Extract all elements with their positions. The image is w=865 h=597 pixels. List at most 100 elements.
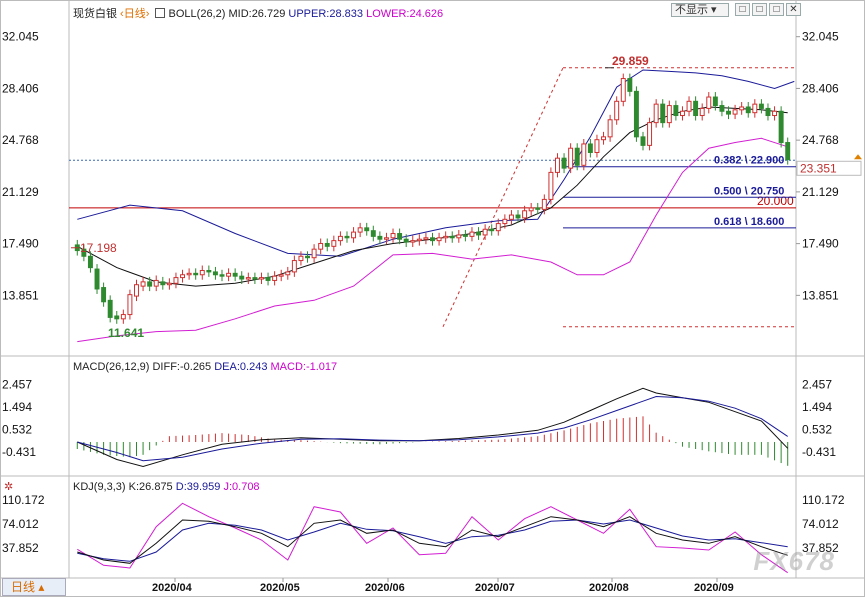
candle-body bbox=[153, 279, 159, 287]
close-icon[interactable]: ✕ bbox=[786, 3, 801, 16]
main-right-tick-label: 28.406 bbox=[802, 81, 839, 95]
x-axis-date-label: 2020/09 bbox=[694, 582, 734, 594]
macd-left-tick-label: 1.494 bbox=[2, 400, 32, 414]
boll-upper: UPPER:28.833 bbox=[288, 8, 364, 20]
candle-body bbox=[252, 277, 258, 280]
last-price-label: 23.351 bbox=[800, 161, 837, 175]
candle-body bbox=[752, 103, 758, 114]
show-toggle-dropdown[interactable]: 不显示 ▾ bbox=[671, 3, 729, 17]
window-button-1[interactable]: □ bbox=[735, 3, 750, 16]
x-axis-date-label: 2020/07 bbox=[475, 582, 515, 594]
candle-body bbox=[515, 214, 521, 219]
candle-body bbox=[311, 248, 317, 259]
candle-body bbox=[140, 281, 146, 287]
kdj-k-line bbox=[77, 516, 788, 564]
macd-right-tick-label: -0.431 bbox=[802, 445, 836, 459]
main-right-tick-label: 21.129 bbox=[802, 185, 839, 199]
candle-body bbox=[489, 228, 495, 232]
candle-body bbox=[581, 143, 587, 166]
fib-label: 0.618 \ 18.600 bbox=[714, 216, 784, 228]
candle-body bbox=[245, 277, 251, 280]
candle-body bbox=[555, 157, 560, 173]
show-toggle-label: 不显示 bbox=[675, 4, 708, 16]
fib-label: 0.382 \ 22.900 bbox=[714, 155, 784, 167]
candle-body bbox=[739, 106, 745, 111]
macd-left-tick-label: -0.431 bbox=[2, 445, 36, 459]
candle-body bbox=[199, 269, 205, 276]
candle-body bbox=[318, 242, 324, 250]
macd-value: MACD:-1.017 bbox=[270, 361, 338, 373]
main-left-tick-label: 17.490 bbox=[2, 237, 39, 251]
macd-right-tick-label: 1.494 bbox=[802, 400, 832, 414]
symbol-name: 现货白银 bbox=[73, 8, 117, 20]
watermark-logo: FX678 bbox=[753, 546, 835, 576]
high-label: 29.859 bbox=[612, 54, 649, 68]
macd-diff-line bbox=[77, 387, 789, 468]
candle-body bbox=[186, 272, 192, 276]
candle-body bbox=[568, 147, 574, 169]
candle-body bbox=[166, 282, 172, 286]
candle-body bbox=[732, 109, 738, 115]
candle-body bbox=[423, 237, 429, 240]
main-panel-header: 现货白银 ‹日线› BOLL(26,2) MID:26.729 UPPER:28… bbox=[73, 8, 444, 20]
kdj-settings-icon[interactable]: ✲ bbox=[4, 481, 14, 493]
macd-right-tick-label: 0.532 bbox=[802, 423, 832, 437]
candle-body bbox=[272, 275, 278, 281]
candle-body bbox=[456, 234, 462, 239]
main-left-tick-label: 28.406 bbox=[2, 81, 39, 95]
candle-body bbox=[285, 271, 291, 276]
main-left-tick-label: 32.045 bbox=[2, 30, 39, 44]
candle-body bbox=[357, 227, 363, 233]
candle-body bbox=[495, 223, 501, 232]
candle-body bbox=[298, 255, 304, 262]
indicator-menu-icon[interactable] bbox=[155, 8, 166, 18]
period-selector-label: 日线 bbox=[11, 580, 36, 594]
window-button-3[interactable]: □ bbox=[769, 3, 784, 16]
period-selector-button[interactable]: 日线 ▴ bbox=[2, 578, 66, 596]
candle-body bbox=[127, 294, 133, 316]
kdj-left-tick-label: 110.172 bbox=[2, 493, 45, 507]
candle-body bbox=[620, 78, 626, 102]
kdj-right-tick-label: 110.172 bbox=[802, 493, 845, 507]
boll-lower-line bbox=[77, 137, 788, 343]
window-button-2[interactable]: □ bbox=[752, 3, 767, 16]
kdj-title: KDJ(9,3,3) bbox=[73, 481, 126, 493]
candle-body bbox=[706, 96, 712, 109]
macd-panel-header: MACD(26,12,9) DIFF:-0.265 DEA:0.243 MACD… bbox=[73, 361, 337, 373]
kdj-left-tick-label: 37.852 bbox=[2, 541, 39, 555]
macd-left-tick-label: 2.457 bbox=[2, 378, 32, 392]
macd-diff: DIFF:-0.265 bbox=[152, 361, 212, 373]
candle-body bbox=[383, 237, 389, 240]
candle-body bbox=[502, 218, 508, 225]
candle-body bbox=[265, 277, 271, 281]
candle-body bbox=[364, 227, 370, 232]
candle-body bbox=[430, 237, 435, 242]
candle-body bbox=[147, 281, 153, 287]
candle-body bbox=[673, 105, 679, 117]
candle-body bbox=[462, 234, 468, 237]
macd-right-tick-label: 2.457 bbox=[802, 378, 832, 392]
candle-body bbox=[212, 271, 218, 276]
macd-left-tick-label: 0.532 bbox=[2, 423, 32, 437]
main-right-tick-label: 13.851 bbox=[802, 288, 839, 302]
candle-body bbox=[508, 214, 514, 220]
candle-body bbox=[666, 105, 672, 124]
candle-body bbox=[561, 157, 567, 169]
low-label: 11.641 bbox=[108, 326, 144, 340]
candle-body bbox=[647, 122, 653, 146]
boll-mid-line bbox=[77, 106, 788, 287]
candle-body bbox=[712, 96, 718, 107]
candle-body bbox=[679, 110, 685, 117]
candle-body bbox=[87, 255, 93, 269]
candle-body bbox=[258, 277, 264, 280]
main-right-tick-label: 24.768 bbox=[802, 133, 839, 147]
candle-body bbox=[180, 274, 186, 279]
main-left-tick-label: 13.851 bbox=[2, 288, 39, 302]
candle-body bbox=[778, 110, 784, 144]
candle-body bbox=[726, 110, 731, 115]
candle-body bbox=[693, 100, 699, 117]
candle-body bbox=[686, 100, 692, 112]
candle-body bbox=[443, 235, 449, 239]
kdj-panel-header: KDJ(9,3,3) K:26.875 D:39.959 J:0.708 bbox=[73, 481, 260, 493]
